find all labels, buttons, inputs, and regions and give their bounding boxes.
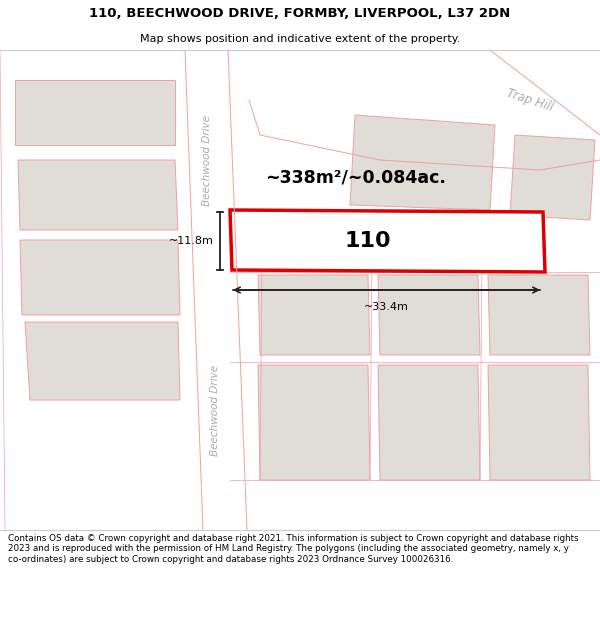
Polygon shape (378, 365, 480, 480)
Polygon shape (350, 115, 495, 210)
Polygon shape (18, 160, 178, 230)
Polygon shape (25, 322, 180, 400)
Polygon shape (258, 275, 370, 355)
Text: Contains OS data © Crown copyright and database right 2021. This information is : Contains OS data © Crown copyright and d… (8, 534, 578, 564)
Text: Beechwood Drive: Beechwood Drive (202, 114, 212, 206)
Polygon shape (185, 50, 247, 530)
Text: 110, BEECHWOOD DRIVE, FORMBY, LIVERPOOL, L37 2DN: 110, BEECHWOOD DRIVE, FORMBY, LIVERPOOL,… (89, 7, 511, 20)
Text: 110: 110 (344, 231, 391, 251)
Polygon shape (20, 240, 180, 315)
Text: ~11.8m: ~11.8m (169, 236, 214, 246)
Polygon shape (378, 275, 480, 355)
Polygon shape (510, 135, 595, 220)
Polygon shape (15, 80, 175, 145)
Text: Beechwood Drive: Beechwood Drive (210, 364, 220, 456)
Text: Trap Hill: Trap Hill (505, 86, 555, 114)
Polygon shape (228, 50, 600, 170)
Polygon shape (488, 365, 590, 480)
Text: ~33.4m: ~33.4m (364, 302, 409, 312)
Text: Map shows position and indicative extent of the property.: Map shows position and indicative extent… (140, 34, 460, 44)
Polygon shape (230, 210, 545, 272)
Text: ~338m²/~0.084ac.: ~338m²/~0.084ac. (265, 169, 446, 187)
Polygon shape (258, 365, 370, 480)
Polygon shape (488, 275, 590, 355)
Polygon shape (490, 50, 600, 165)
